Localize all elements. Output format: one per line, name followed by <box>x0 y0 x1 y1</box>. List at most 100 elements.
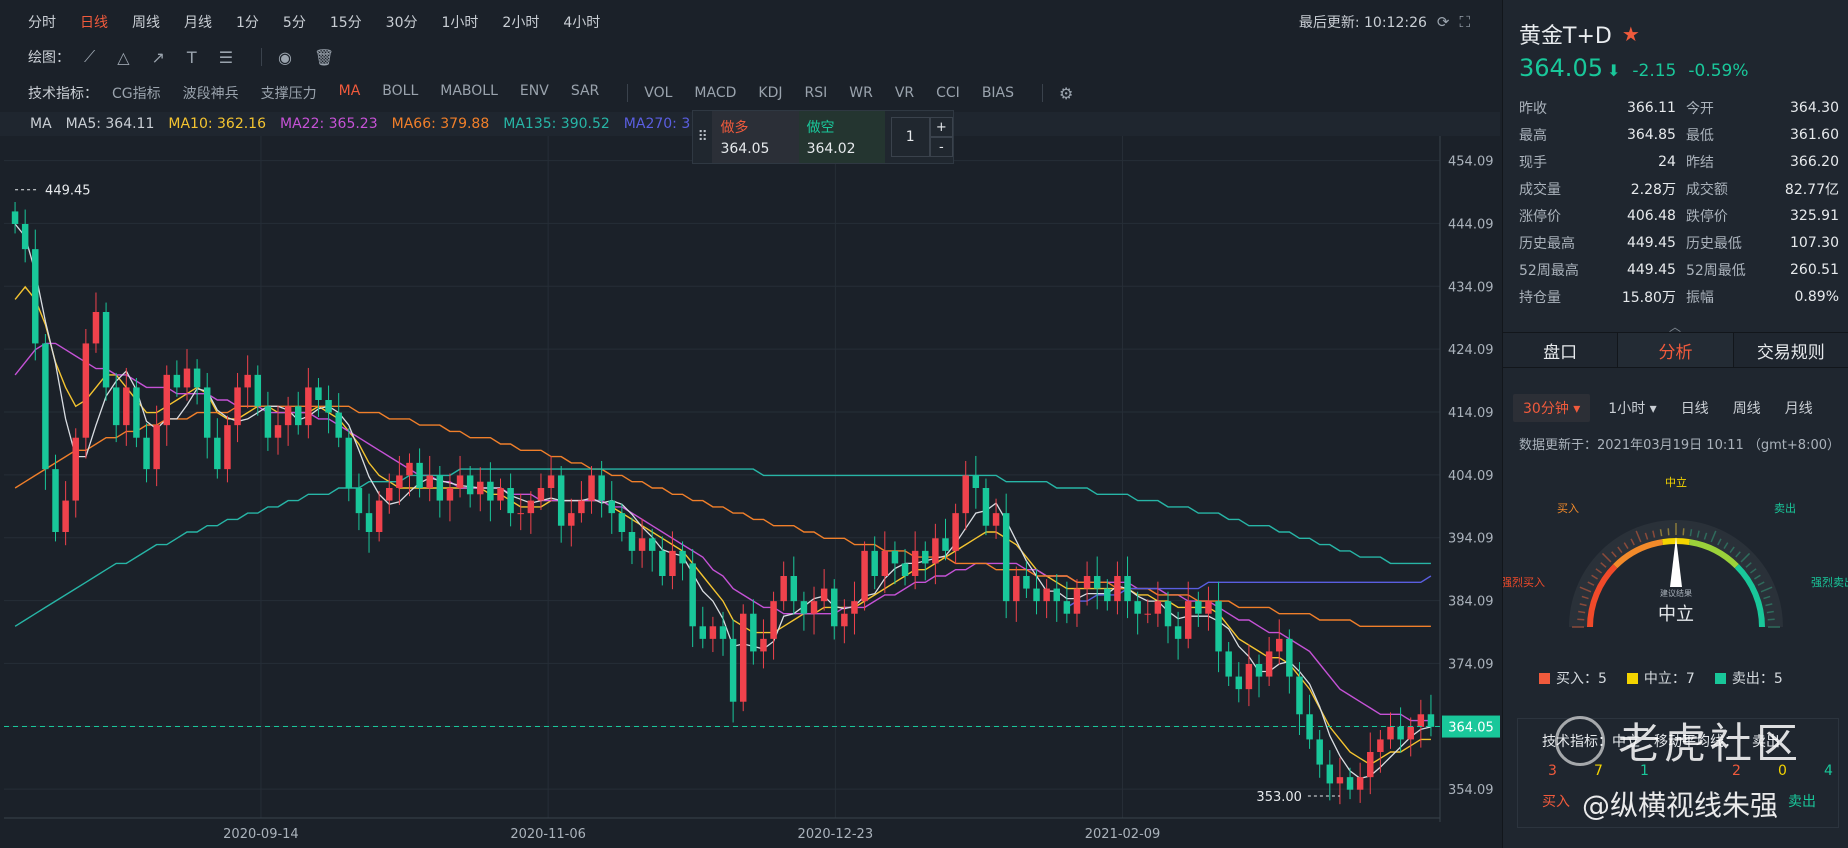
gear-icon[interactable]: ⚙ <box>1059 83 1074 103</box>
tab-0[interactable]: 盘口 <box>1503 333 1619 367</box>
candle-body <box>1013 576 1020 602</box>
eye-icon[interactable]: ◉ <box>278 47 293 67</box>
fullscreen-icon[interactable]: ⛶ <box>1459 13 1470 31</box>
candle-body <box>578 500 585 514</box>
quote-panel: 黄金T+D ★ 364.05 ⬇ -2.15 -0.59% 昨收 366.11 今开… <box>1502 0 1848 848</box>
refresh-icon[interactable]: ⟳ <box>1436 13 1450 31</box>
tab-2[interactable]: 交易规则 <box>1734 333 1848 367</box>
increment-button[interactable]: + <box>929 117 953 137</box>
stat-value: 0.89% <box>1794 288 1839 305</box>
timeframe-tab-3[interactable]: 月线 <box>184 15 212 31</box>
arrow-tool-icon[interactable]: ↗ <box>151 47 165 67</box>
candle-body <box>932 538 939 564</box>
timeframe-tab-7[interactable]: 30分 <box>385 15 418 31</box>
timeframe-tab-2[interactable]: 周线 <box>132 15 160 31</box>
timeframe-tab-5[interactable]: 5分 <box>282 15 306 31</box>
trash-icon[interactable]: 🗑 <box>314 47 335 67</box>
author-watermark: @纵横视线朱强 <box>1582 789 1779 822</box>
indicator-支撑压力[interactable]: 支撑压力 <box>260 86 317 102</box>
drag-handle-icon[interactable]: ⠿ <box>697 129 708 145</box>
stat-key: 涨停价 <box>1519 208 1561 225</box>
stat-key: 今开 <box>1685 100 1714 117</box>
candlestick-chart[interactable]: 454.09 444.09 434.09 424.09 414.09 404.09 394.… <box>0 136 1500 848</box>
timeframe-tab-6[interactable]: 15分 <box>329 15 362 31</box>
indicator-波段神兵[interactable]: 波段神兵 <box>182 86 239 102</box>
period-tab-1[interactable]: 1小时 ▾ <box>1608 401 1657 417</box>
community-watermark: 老虎社区 <box>1618 719 1803 768</box>
candle-body <box>1164 601 1172 627</box>
period-tab-3[interactable]: 周线 <box>1732 401 1761 417</box>
fib-tool-icon[interactable]: ☰ <box>218 47 234 67</box>
indicator-kdj[interactable]: KDJ <box>758 85 783 101</box>
indicator-ma[interactable]: MA <box>338 83 361 99</box>
long-button[interactable]: 做多 364.05 <box>712 111 799 163</box>
candle <box>942 518 949 561</box>
indicator-sar[interactable]: SAR <box>570 83 600 99</box>
line-tool-icon[interactable]: ⟋ <box>84 47 96 66</box>
period-tab-0[interactable]: 30分钟 ▾ <box>1513 394 1591 422</box>
divider <box>627 84 629 102</box>
legend-text: 中立：7 <box>1643 671 1695 687</box>
candle-body <box>1276 638 1283 652</box>
summary-count: 3 <box>1548 763 1557 779</box>
indicator-vr[interactable]: VR <box>894 85 915 101</box>
candle-body <box>1023 576 1030 589</box>
candle <box>1255 654 1263 698</box>
indicator-rsi[interactable]: RSI <box>804 85 828 101</box>
indicator-macd[interactable]: MACD <box>694 85 737 101</box>
indicator-cg指标[interactable]: CG指标 <box>112 86 161 102</box>
candle <box>831 579 838 640</box>
candle-body <box>42 343 49 470</box>
period-tab-2[interactable]: 日线 <box>1680 401 1709 417</box>
stat-row: 成交量 2.28万 成交额 82.77亿 <box>1519 175 1839 202</box>
indicator-cci[interactable]: CCI <box>936 85 960 101</box>
low-marker-label: 353.00 <box>1256 790 1302 805</box>
triangle-tool-icon[interactable]: △ <box>117 47 130 67</box>
star-icon[interactable]: ★ <box>1621 22 1640 46</box>
stat-row: 持仓量 15.80万 振幅 0.89% <box>1519 283 1839 310</box>
timeframe-tab-1[interactable]: 日线 <box>80 15 108 31</box>
collapse-chevron-icon[interactable]: ︿ <box>1669 320 1682 334</box>
candle <box>1346 767 1354 800</box>
stat-value: 361.60 <box>1790 126 1839 143</box>
candle-body <box>335 412 342 438</box>
candle <box>1013 566 1020 622</box>
candle-body <box>1033 588 1040 602</box>
gauge-tick <box>1595 568 1603 574</box>
text-tool-icon[interactable]: T <box>186 47 197 67</box>
gauge-tick <box>1644 532 1649 540</box>
summary-buy-label: 买入 <box>1542 794 1570 810</box>
indicator-maboll[interactable]: MABOLL <box>440 83 498 99</box>
candle <box>1043 579 1050 619</box>
stat-row: 52周最高 449.45 52周最低 260.51 <box>1519 256 1839 283</box>
gauge-tick <box>1765 603 1773 607</box>
candle <box>932 523 939 585</box>
indicator-boll[interactable]: BOLL <box>382 83 419 99</box>
indicator-vol[interactable]: VOL <box>644 85 673 101</box>
decrement-button[interactable]: - <box>929 137 953 157</box>
period-tab-4[interactable]: 月线 <box>1784 401 1813 417</box>
candle-body <box>588 475 595 501</box>
timeframe-tab-8[interactable]: 1小时 <box>441 15 479 31</box>
indicator-bias[interactable]: BIAS <box>981 85 1015 101</box>
y-tick-label: 394.09 <box>1448 532 1494 547</box>
candle-body <box>466 475 474 495</box>
short-button[interactable]: 做空 364.02 <box>798 111 885 163</box>
chart-area: 分时 日线 周线 月线 1分 5分 15分 30分 1小时 2小时 4小时 最后更新: 10:12:… <box>0 13 1500 848</box>
candle <box>1073 579 1081 627</box>
timeframe-tab-10[interactable]: 4小时 <box>563 15 601 31</box>
indicator-env[interactable]: ENV <box>519 83 549 99</box>
indicator-wr[interactable]: WR <box>849 85 873 101</box>
quantity-input[interactable]: 1 <box>890 117 930 157</box>
tab-1[interactable]: 分析 <box>1618 333 1734 367</box>
gauge-tick <box>1591 574 1598 580</box>
timeframe-tab-0[interactable]: 分时 <box>28 15 56 31</box>
timeframe-tab-4[interactable]: 1分 <box>236 15 259 31</box>
candle-body <box>831 588 838 627</box>
candle-body <box>183 368 191 388</box>
down-arrow-icon: ⬇ <box>1606 61 1621 80</box>
candle-body <box>1225 651 1232 677</box>
timeframe-tab-9[interactable]: 2小时 <box>502 15 540 31</box>
candle <box>214 418 221 479</box>
gauge-tick <box>1682 528 1685 536</box>
